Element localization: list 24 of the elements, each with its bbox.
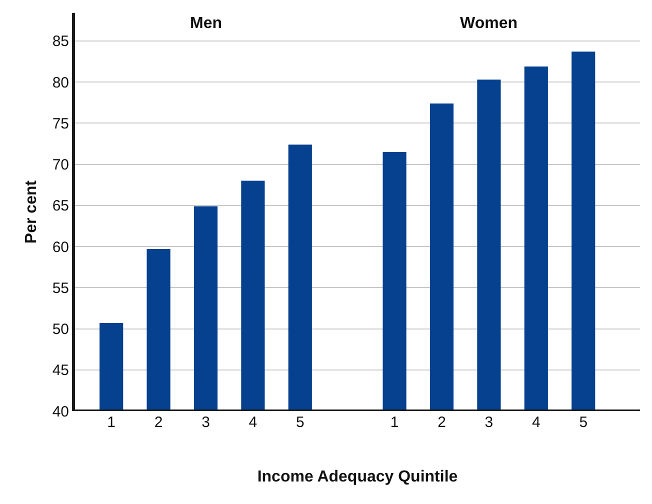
y-axis-title: Per cent [23, 180, 40, 244]
y-tick-label: 50 [52, 321, 69, 338]
y-tick-label: 65 [52, 198, 69, 215]
x-tick-label: 2 [154, 414, 163, 431]
x-tick-label: 3 [202, 414, 210, 431]
y-tick-label: 55 [52, 280, 69, 297]
x-tick-label: 1 [390, 414, 399, 431]
y-tick-label: 40 [52, 403, 69, 420]
y-tick-label: 80 [52, 74, 69, 92]
x-tick-label: 5 [579, 414, 588, 431]
y-tick-label: 75 [52, 115, 69, 132]
x-tick-label: 2 [438, 414, 446, 431]
y-tick-label: 85 [52, 33, 69, 50]
x-tick-label: 4 [248, 414, 258, 431]
y-tick-label: 60 [52, 238, 69, 256]
x-tick-label: 5 [296, 414, 304, 431]
x-tick-label: 3 [484, 414, 494, 431]
y-tick-label: 70 [52, 156, 69, 174]
x-axis-title: Income Adequacy Quintile [257, 468, 458, 486]
x-tick-label: 4 [532, 414, 540, 431]
y-tick-label: 45 [52, 362, 69, 380]
x-tick-label: 1 [107, 414, 116, 431]
annotation: Men [190, 15, 222, 32]
annotation: Women [460, 15, 518, 32]
